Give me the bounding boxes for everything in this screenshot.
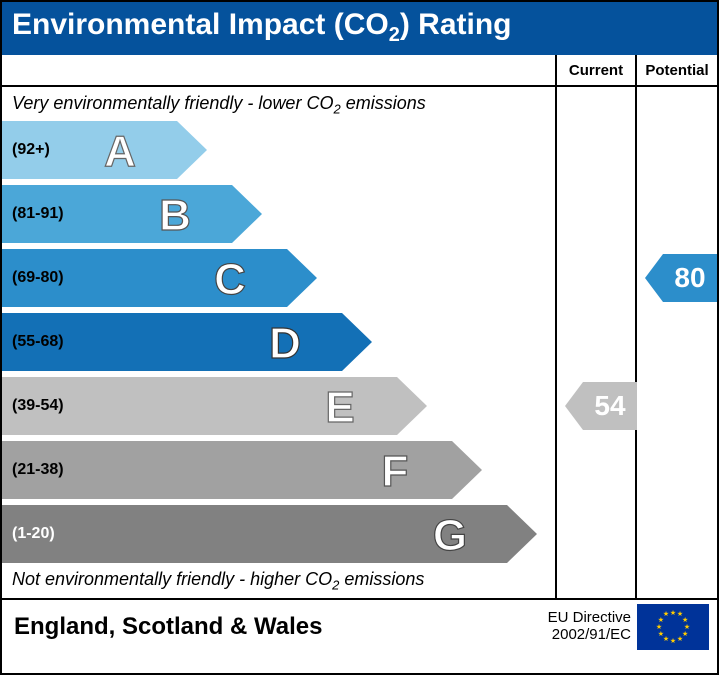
band-range-d: (55-68) xyxy=(12,333,64,351)
current-column: 54 xyxy=(557,87,637,598)
band-letter-a: A xyxy=(95,121,145,179)
current-rating-value: 54 xyxy=(583,382,637,430)
band-tail-e xyxy=(397,377,427,435)
title-bar: Environmental Impact (CO2) Rating xyxy=(2,2,717,55)
band-bar-b: (81-91) B xyxy=(2,185,232,243)
band-bar-f: (21-38) F xyxy=(2,441,452,499)
band-tail-b xyxy=(232,185,262,243)
svg-text:D: D xyxy=(269,319,301,368)
band-letter-d: D xyxy=(260,313,310,371)
footer-region: England, Scotland & Wales xyxy=(10,613,548,641)
band-range-e: (39-54) xyxy=(12,397,64,415)
band-range-b: (81-91) xyxy=(12,205,64,223)
band-range-f: (21-38) xyxy=(12,461,64,479)
header-potential: Potential xyxy=(637,55,717,85)
band-row-d: (55-68) D xyxy=(2,313,555,371)
band-row-g: (1-20) G xyxy=(2,505,555,563)
band-letter-e: E xyxy=(315,377,365,435)
band-row-a: (92+) A xyxy=(2,121,555,179)
potential-column: 80 xyxy=(637,87,717,598)
band-letter-c: C xyxy=(205,249,255,307)
footer-right: EU Directive 2002/91/EC ★★★★★★★★★★★★ xyxy=(548,604,709,650)
band-bar-d: (55-68) D xyxy=(2,313,342,371)
band-tail-g xyxy=(507,505,537,563)
band-row-f: (21-38) F xyxy=(2,441,555,499)
eu-star-icon: ★ xyxy=(658,630,664,638)
band-range-c: (69-80) xyxy=(12,269,64,287)
potential-rating-value: 80 xyxy=(663,254,717,302)
svg-text:F: F xyxy=(382,447,409,496)
svg-text:C: C xyxy=(214,255,246,304)
band-bar-g: (1-20) G xyxy=(2,505,507,563)
svg-text:B: B xyxy=(159,191,191,240)
eu-star-icon: ★ xyxy=(663,610,669,618)
band-letter-b: B xyxy=(150,185,200,243)
title-prefix: Environmental Impact (CO xyxy=(12,8,389,41)
eu-star-icon: ★ xyxy=(677,635,683,643)
band-row-b: (81-91) B xyxy=(2,185,555,243)
band-tail-a xyxy=(177,121,207,179)
eu-star-icon: ★ xyxy=(656,623,662,631)
footer: England, Scotland & Wales EU Directive 2… xyxy=(2,598,717,653)
header-current: Current xyxy=(557,55,637,85)
band-bar-e: (39-54) E xyxy=(2,377,397,435)
bars-area: Very environmentally friendly - lower CO… xyxy=(2,87,557,598)
band-row-e: (39-54) E xyxy=(2,377,555,435)
band-bar-c: (69-80) C xyxy=(2,249,287,307)
svg-text:A: A xyxy=(104,127,136,176)
band-tail-c xyxy=(287,249,317,307)
title-sub: 2 xyxy=(389,24,400,46)
band-letter-g: G xyxy=(425,505,475,563)
column-headers: Current Potential xyxy=(2,55,717,87)
band-range-a: (92+) xyxy=(12,141,50,159)
chart-body: Very environmentally friendly - lower CO… xyxy=(2,87,717,598)
band-tail-f xyxy=(452,441,482,499)
eir-chart: Environmental Impact (CO2) Rating Curren… xyxy=(0,0,719,675)
band-bar-a: (92+) A xyxy=(2,121,177,179)
band-row-c: (69-80) C xyxy=(2,249,555,307)
eu-star-icon: ★ xyxy=(670,609,676,617)
svg-text:G: G xyxy=(433,511,467,560)
eu-star-icon: ★ xyxy=(670,637,676,645)
bottom-note: Not environmentally friendly - higher CO… xyxy=(2,569,555,597)
band-letter-f: F xyxy=(370,441,420,499)
header-spacer xyxy=(2,55,557,85)
bars-container: (92+) A (81-91) B (69-80) C (55-68) D (39-54) E (2… xyxy=(2,121,555,563)
band-range-g: (1-20) xyxy=(12,525,55,543)
top-note: Very environmentally friendly - lower CO… xyxy=(2,93,555,121)
band-tail-d xyxy=(342,313,372,371)
eu-directive-text: EU Directive 2002/91/EC xyxy=(548,610,631,643)
svg-text:E: E xyxy=(325,383,354,432)
eu-flag-icon: ★★★★★★★★★★★★ xyxy=(637,604,709,650)
title-suffix: ) Rating xyxy=(400,8,512,41)
current-rating-arrow: 54 xyxy=(565,382,637,430)
potential-rating-arrow: 80 xyxy=(645,254,717,302)
